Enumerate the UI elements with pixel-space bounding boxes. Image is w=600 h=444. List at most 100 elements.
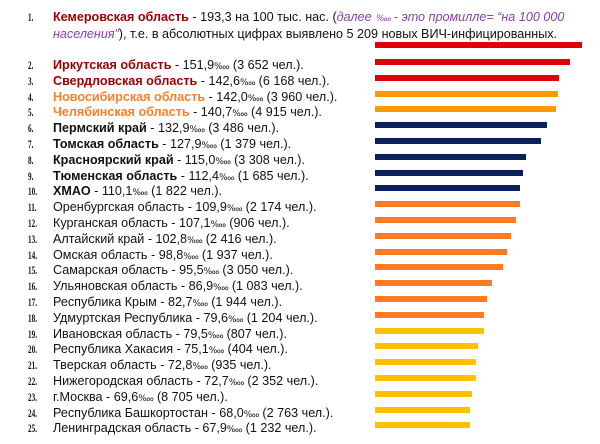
bar-11 xyxy=(375,201,520,208)
rank: 12. xyxy=(28,216,37,230)
region-name: Тюменская область xyxy=(53,168,178,183)
bar-12 xyxy=(375,217,517,223)
bar-4 xyxy=(375,90,558,97)
count: (1 083 чел.). xyxy=(228,279,303,294)
rank: 16. xyxy=(28,279,37,294)
region-name: Самарская область xyxy=(53,263,168,278)
region-name: Республика Хакасия xyxy=(53,342,174,357)
note: далее ‱ - это промилле= “на 100 000 насе… xyxy=(53,10,565,41)
rate: - 115,0‱ xyxy=(173,152,231,167)
count: (906 чел.). xyxy=(225,216,290,230)
rank: 5. xyxy=(28,105,34,120)
bar-21 xyxy=(375,359,476,366)
count: (2 174 чел.). xyxy=(242,200,317,215)
rate: - 132,9‱ xyxy=(146,121,205,136)
region-name: Омская область xyxy=(53,247,148,262)
region-name: Ивановская область xyxy=(53,326,173,341)
bar-14 xyxy=(375,248,507,255)
rank: 2. xyxy=(28,58,34,72)
count: (2 352 чел.). xyxy=(243,374,319,388)
count: (3 308 чел.). xyxy=(230,152,305,167)
rank: 4. xyxy=(28,89,34,104)
rank: 10. xyxy=(28,184,37,199)
bar-9 xyxy=(375,169,523,176)
rank: 3. xyxy=(28,73,34,88)
count: (935 чел.). xyxy=(207,358,272,373)
bar-3 xyxy=(375,74,559,81)
region-name: Челябинская область xyxy=(53,105,190,120)
bar-20 xyxy=(375,343,479,350)
bar-22 xyxy=(375,375,476,381)
region-name: Ульяновская область xyxy=(53,279,178,294)
region-name: Курганская область xyxy=(53,216,168,230)
count: (404 чел.). xyxy=(224,342,288,357)
region-name: Иркутская область xyxy=(53,58,172,72)
count: (1 204 чел.). xyxy=(243,310,318,325)
rate: - 102,8‱ xyxy=(144,231,203,246)
bar-16 xyxy=(375,280,493,287)
rank: 7. xyxy=(28,137,34,151)
rank: 20. xyxy=(28,342,37,357)
rate: - 72,7‱ xyxy=(193,374,244,388)
rate: - 151,9‱ xyxy=(171,58,230,72)
count: (2 763 чел.). xyxy=(258,405,334,420)
bar-17 xyxy=(375,296,488,302)
count: (1 937 чел.). xyxy=(198,247,273,262)
rate: - 82,7‱ xyxy=(156,295,208,309)
rank: 8. xyxy=(28,152,34,167)
region-name: Тверская область xyxy=(53,358,157,373)
rank: 23. xyxy=(28,389,37,404)
bar-6 xyxy=(375,122,548,129)
rank: 22. xyxy=(28,374,37,388)
rank: 24. xyxy=(28,405,37,420)
count: (3 050 чел.). xyxy=(218,263,294,278)
region-name: Пермский край xyxy=(53,121,147,136)
count: (3 486 чел.). xyxy=(204,121,280,136)
rate: - 98,8‱ xyxy=(147,247,199,262)
region-name: Свердловская область xyxy=(53,73,198,88)
region-name: Удмуртская Республика xyxy=(53,310,193,325)
rank: 11. xyxy=(28,200,37,215)
rate: - 142,6‱ xyxy=(197,73,256,88)
row-1: 1. Кемеровская область - 193,3 на 100 ты… xyxy=(28,10,593,42)
rate: - 72,8‱ xyxy=(156,358,208,373)
rank: 21. xyxy=(28,358,37,373)
count: (1 379 чел.). xyxy=(216,137,292,151)
count: (807 чел.). xyxy=(223,326,287,341)
region-name: Республика Крым xyxy=(53,295,157,309)
region-name: Оренбургская область xyxy=(53,200,185,215)
rate: - 79,5‱ xyxy=(172,326,224,341)
count: (3 652 чел.). xyxy=(229,58,304,72)
bar-2 xyxy=(375,59,570,65)
rate: - 109,9‱ xyxy=(184,200,243,215)
region-name: Ленинградская область xyxy=(53,421,192,436)
bar-15 xyxy=(375,264,503,271)
rank: 1. xyxy=(28,10,34,24)
count: (6 168 чел.). xyxy=(255,73,330,88)
bar-18 xyxy=(375,311,484,318)
bar-13 xyxy=(375,232,512,239)
bar-5 xyxy=(375,106,557,113)
rank: 25. xyxy=(28,421,37,436)
region-name: Томская область xyxy=(53,137,159,151)
rank: 19. xyxy=(28,326,37,341)
count: (3 960 чел.). xyxy=(263,89,338,104)
bar-7 xyxy=(375,138,542,144)
rate: - 79,6‱ xyxy=(192,310,244,325)
rate: - 95,5‱ xyxy=(167,263,219,278)
rank: 9. xyxy=(28,168,34,183)
rate: - 107,1‱ xyxy=(167,216,226,230)
bar-8 xyxy=(375,153,526,160)
rate: - 127,9‱ xyxy=(158,137,217,151)
rank: 15. xyxy=(28,263,37,278)
region-name: Новосибирская область xyxy=(53,89,206,104)
region-name: Республика Башкортостан xyxy=(53,405,208,420)
count: (1 822 чел.). xyxy=(147,184,223,199)
description: ), т.е. в абсолютных цифрах выявлено 5 2… xyxy=(118,26,558,41)
rank: 6. xyxy=(28,121,34,136)
bar-1 xyxy=(375,42,582,48)
rank: 18. xyxy=(28,310,37,325)
rank: 14. xyxy=(28,247,37,262)
rate: - 75,1‱ xyxy=(173,342,225,357)
bar-19 xyxy=(375,327,484,334)
